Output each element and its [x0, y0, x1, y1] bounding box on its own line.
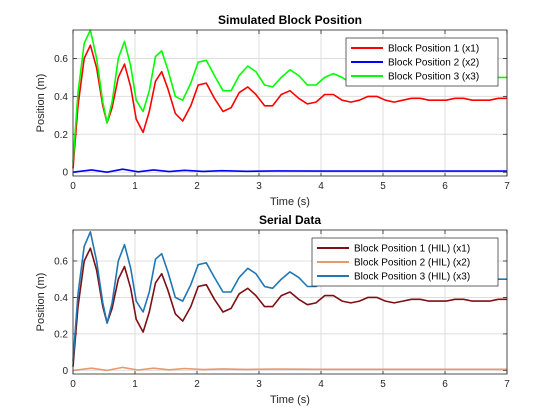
y-tick-label: 0.2 — [54, 329, 68, 340]
x-tick-label: 5 — [380, 379, 386, 390]
legend-entry-label: Block Position 3 (x3) — [388, 72, 479, 83]
x-tick-label: 5 — [380, 181, 386, 192]
x-tick-label: 1 — [132, 181, 138, 192]
legend-entry-label: Block Position 2 (x2) — [388, 58, 479, 69]
y-axis-label: Position (m) — [35, 273, 47, 332]
chart-title: Simulated Block Position — [218, 13, 362, 27]
y-tick-label: 0.4 — [54, 92, 68, 103]
series-line-2 — [72, 168, 507, 173]
x-tick-label: 3 — [256, 181, 262, 192]
series-line-2 — [72, 366, 507, 372]
x-tick-label: 6 — [442, 181, 448, 192]
x-tick-label: 2 — [194, 379, 200, 390]
legend: Block Position 1 (HIL) (x1) Block Positio… — [311, 237, 499, 287]
y-axis-label: Position (m) — [35, 74, 47, 133]
x-tick-label: 6 — [442, 379, 448, 390]
chart-title: Serial Data — [259, 213, 321, 227]
x-tick-label: 7 — [504, 181, 510, 192]
y-tick-label: 0.2 — [54, 130, 68, 141]
y-tick-label: 0 — [62, 168, 68, 179]
series-line-1 — [72, 247, 507, 367]
x-tick-label: 4 — [318, 379, 324, 390]
x-tick-label: 2 — [194, 181, 200, 192]
legend-entry-label: Block Position 1 (x1) — [388, 44, 479, 55]
legend-entry-label: Block Position 3 (HIL) (x3) — [354, 272, 470, 283]
legend-entry-label: Block Position 1 (HIL) (x1) — [354, 244, 470, 255]
legend-entry-label: Block Position 2 (HIL) (x2) — [354, 258, 470, 269]
legend: Block Position 1 (x1) Block Position 2 (x… — [345, 37, 499, 87]
x-tick-label: 4 — [318, 181, 324, 192]
chart-panel-2: 0 1 2 3 4 5 6 7 0 0.2 0.4 0.6 Serial Data Time (s) Pos… — [35, 213, 510, 406]
axes-box — [72, 229, 508, 375]
x-tick-label: 3 — [256, 379, 262, 390]
y-tick-label: 0.4 — [54, 293, 68, 304]
series-line-1 — [72, 44, 507, 169]
x-axis-label: Time (s) — [270, 196, 310, 208]
x-axis-label: Time (s) — [270, 394, 310, 406]
x-tick-label: 0 — [70, 379, 76, 390]
y-tick-label: 0.6 — [54, 256, 68, 267]
x-tick-label: 1 — [132, 379, 138, 390]
x-tick-label: 7 — [504, 379, 510, 390]
chart-panel-1: 0 1 2 3 4 5 6 7 0 0.2 0.4 0.6 Simulated Block Positi… — [35, 13, 510, 208]
x-tick-label: 0 — [70, 181, 76, 192]
y-tick-label: 0 — [62, 366, 68, 377]
axes-box — [72, 29, 508, 177]
y-tick-label: 0.6 — [54, 54, 68, 65]
